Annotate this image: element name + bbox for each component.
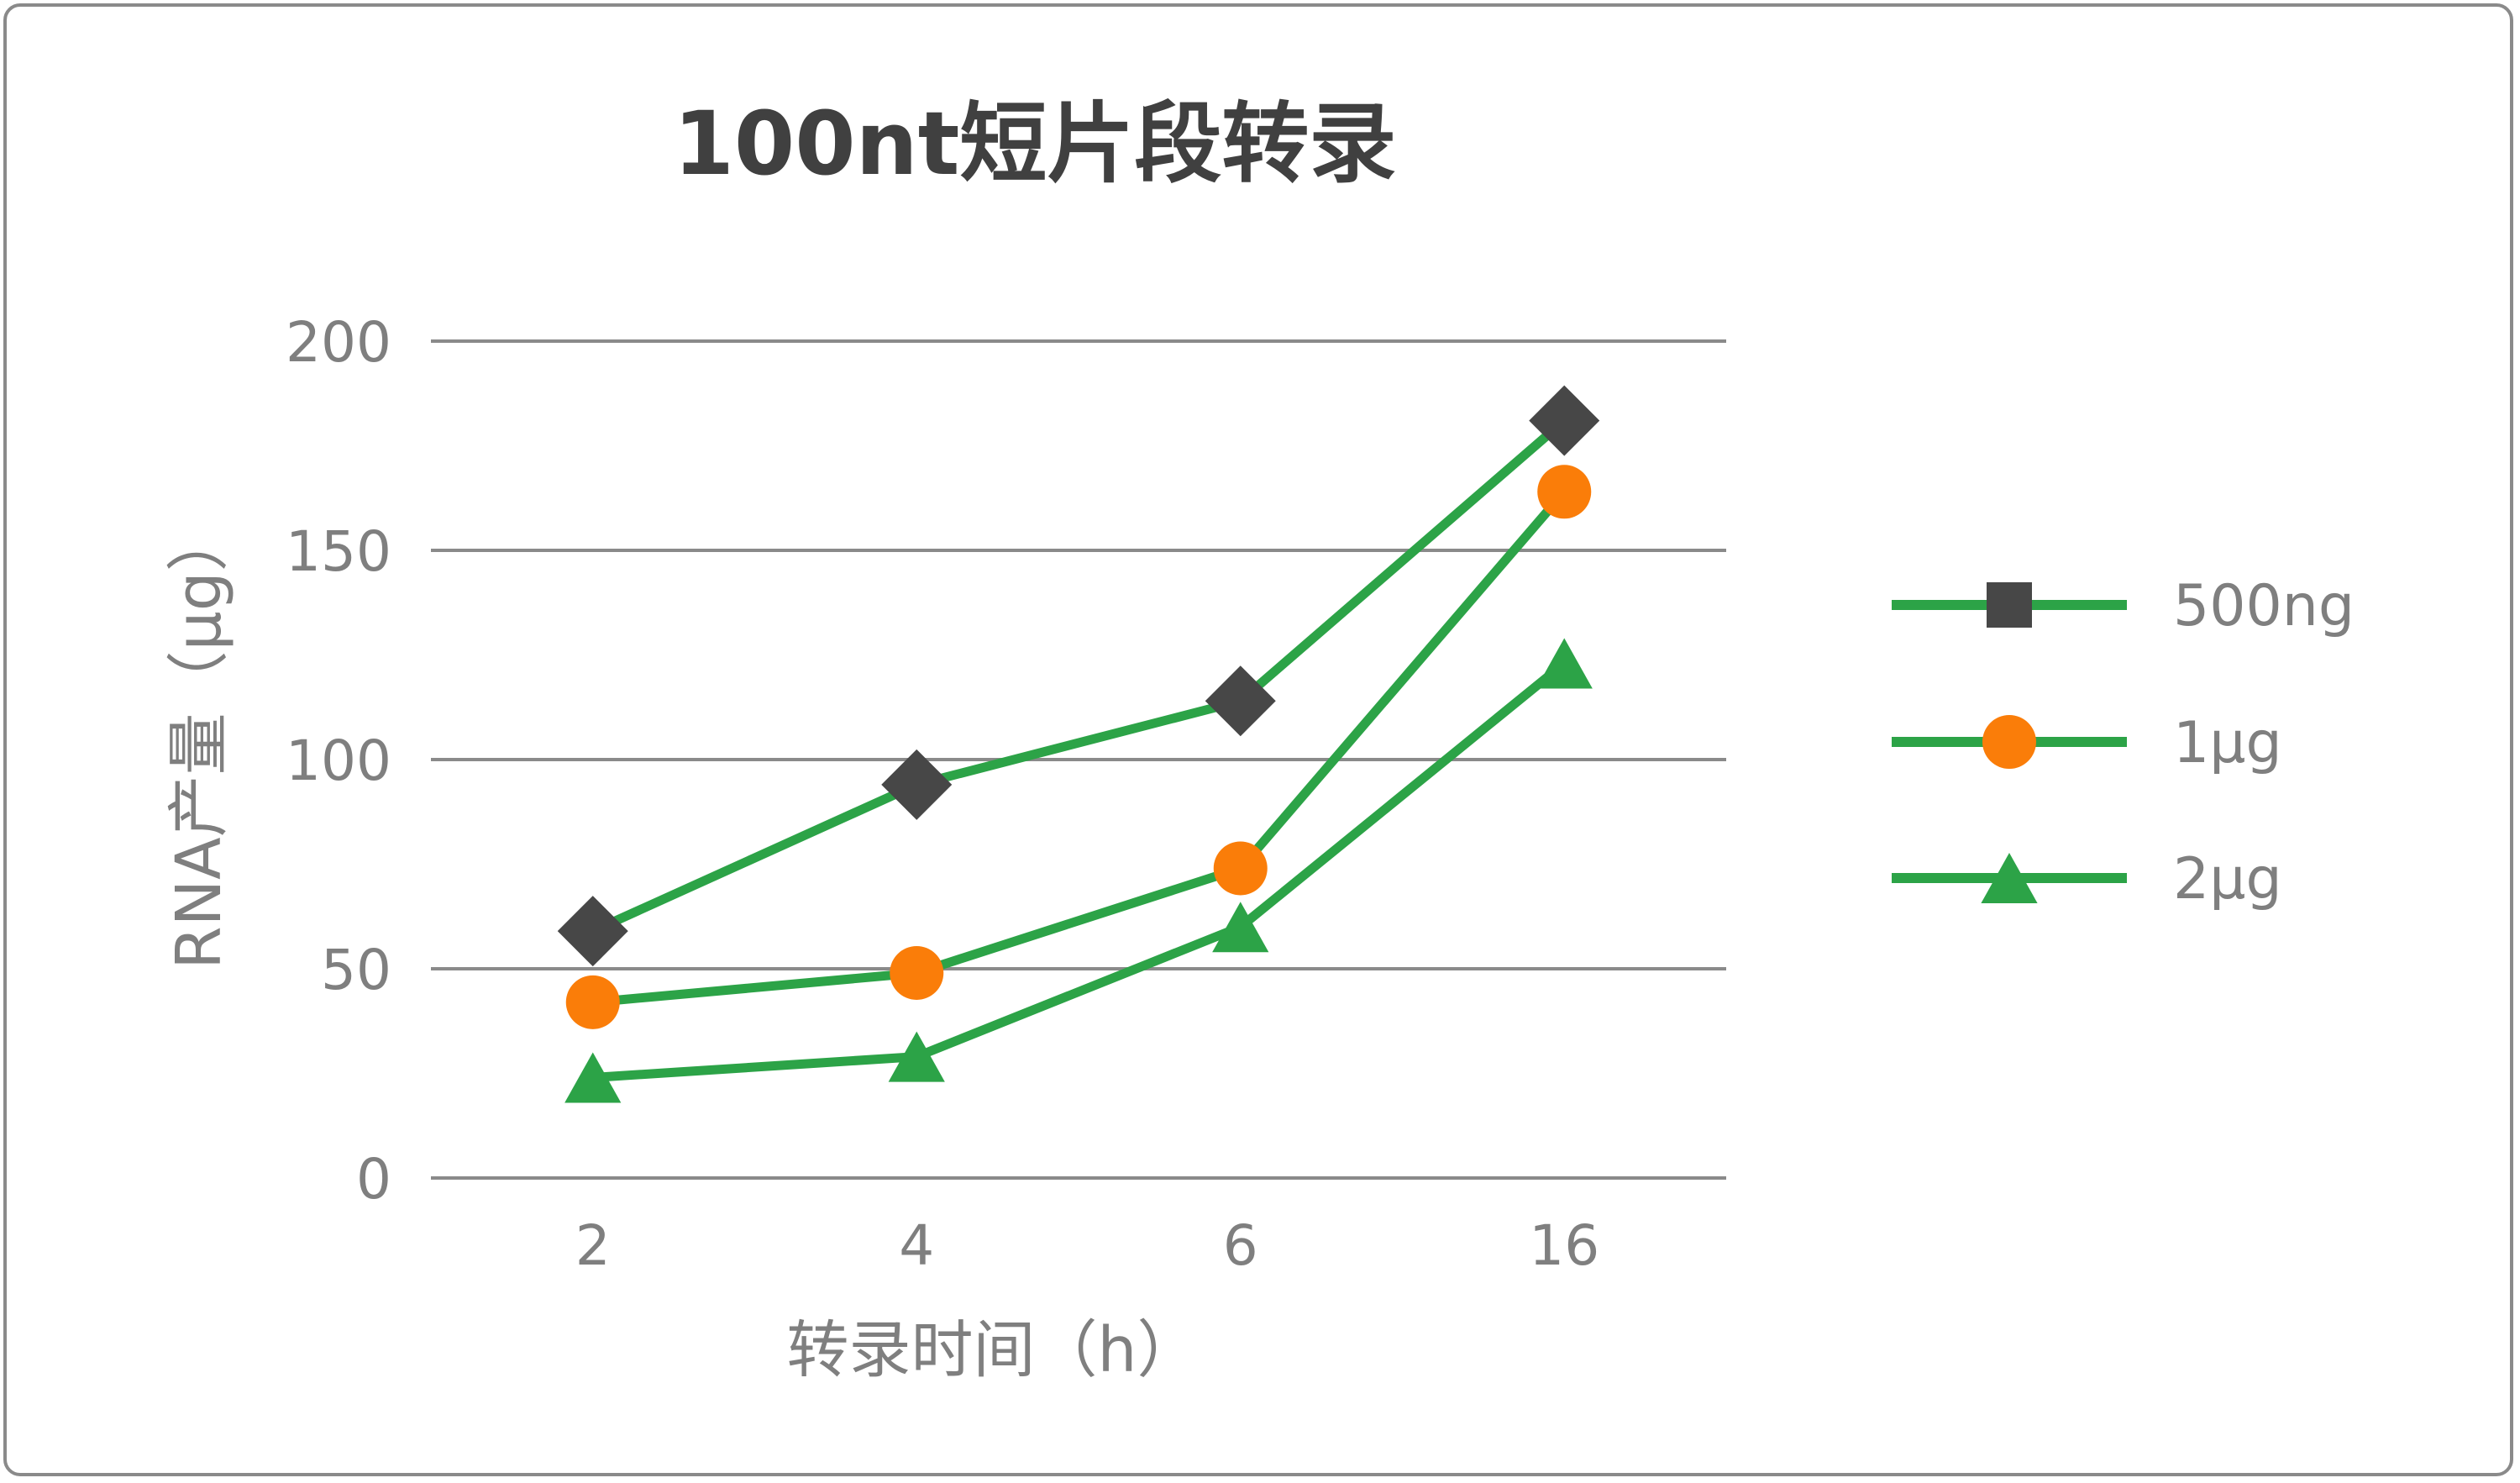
data-point-0-2 xyxy=(1205,665,1276,737)
legend-label-2: 2μg xyxy=(2173,846,2282,912)
legend-marker-2 xyxy=(1981,853,2038,903)
y-tick-label: 0 xyxy=(356,1147,391,1212)
chart-title: 100nt短片段转录 xyxy=(674,92,1397,195)
y-tick-label: 50 xyxy=(321,938,391,1002)
legend-marker-1 xyxy=(1982,715,2036,769)
series-line-0 xyxy=(588,416,1569,936)
x-tick-label: 2 xyxy=(575,1213,611,1278)
data-point-1-1 xyxy=(890,945,944,1000)
legend-label-1: 1μg xyxy=(2173,710,2282,776)
x-axis-title: 转录时间（h） xyxy=(787,1314,1200,1386)
data-point-0-3 xyxy=(1529,385,1600,456)
data-point-0-1 xyxy=(881,749,953,820)
legend-label-0: 500ng xyxy=(2173,573,2355,639)
data-point-2-3 xyxy=(1536,638,1593,689)
series-markers xyxy=(557,385,1600,1103)
y-tick-label: 100 xyxy=(286,728,391,793)
data-point-2-1 xyxy=(888,1031,945,1082)
x-tick-label: 6 xyxy=(1223,1213,1258,1278)
data-point-1-3 xyxy=(1537,465,1592,519)
data-point-2-2 xyxy=(1212,902,1269,953)
legend: 500ng 1μg 2μg xyxy=(1892,573,2355,912)
series-line-2 xyxy=(588,658,1569,1082)
legend-marker-0 xyxy=(1987,582,2032,628)
gridlines xyxy=(431,339,1726,1180)
y-tick-label: 150 xyxy=(286,519,391,584)
series-line-1 xyxy=(588,486,1569,1007)
y-axis-title: RNA产量（μg） xyxy=(163,509,235,969)
x-tick-label: 4 xyxy=(899,1213,934,1278)
data-point-0-0 xyxy=(557,896,628,967)
data-point-2-0 xyxy=(564,1052,622,1103)
y-tick-labels: 0 50 100 150 200 xyxy=(286,310,391,1212)
series-lines xyxy=(588,416,1569,1082)
y-tick-label: 200 xyxy=(286,310,391,375)
data-point-1-2 xyxy=(1213,841,1268,896)
x-tick-label: 16 xyxy=(1529,1213,1599,1278)
x-tick-labels: 2 4 6 16 xyxy=(575,1213,1599,1278)
data-point-1-0 xyxy=(565,975,620,1029)
